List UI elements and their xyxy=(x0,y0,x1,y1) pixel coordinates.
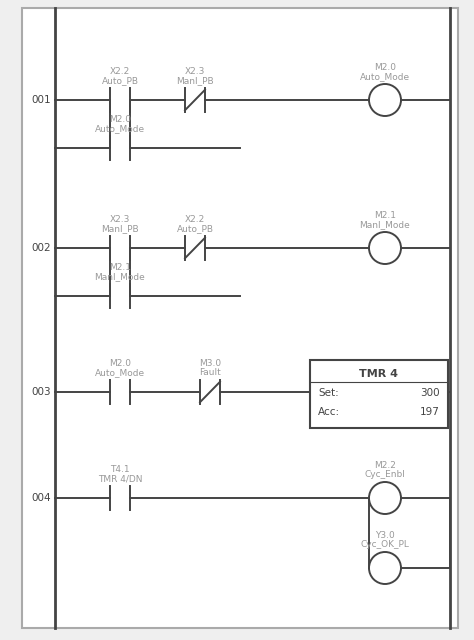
Text: 001: 001 xyxy=(31,95,51,105)
Text: Manl_PB: Manl_PB xyxy=(176,76,214,85)
Text: TMR 4: TMR 4 xyxy=(359,369,399,379)
Text: T4.1: T4.1 xyxy=(110,465,130,474)
Text: M2.1: M2.1 xyxy=(374,211,396,220)
Text: Acc:: Acc: xyxy=(318,407,340,417)
Text: 003: 003 xyxy=(31,387,51,397)
Text: Auto_Mode: Auto_Mode xyxy=(95,124,145,133)
Text: 300: 300 xyxy=(420,388,440,398)
Text: Auto_PB: Auto_PB xyxy=(176,224,213,233)
Text: TMR 4/DN: TMR 4/DN xyxy=(98,474,142,483)
Text: Auto_Mode: Auto_Mode xyxy=(360,72,410,81)
Text: M2.0: M2.0 xyxy=(109,115,131,124)
Text: M2.0: M2.0 xyxy=(109,359,131,368)
Text: Auto_PB: Auto_PB xyxy=(101,76,138,85)
Text: Set:: Set: xyxy=(318,388,339,398)
Text: 002: 002 xyxy=(31,243,51,253)
Text: M2.1: M2.1 xyxy=(109,263,131,272)
Bar xyxy=(310,360,448,428)
Text: Cyc_Enbl: Cyc_Enbl xyxy=(365,470,405,479)
Text: X2.3: X2.3 xyxy=(185,67,205,76)
Text: Auto_Mode: Auto_Mode xyxy=(95,368,145,377)
Text: M3.0: M3.0 xyxy=(199,359,221,368)
Text: Cyc_OK_PL: Cyc_OK_PL xyxy=(361,540,410,549)
Text: 197: 197 xyxy=(420,407,440,417)
Text: Manl_PB: Manl_PB xyxy=(101,224,139,233)
Text: X2.2: X2.2 xyxy=(185,215,205,224)
Text: X2.2: X2.2 xyxy=(110,67,130,76)
Text: M2.0: M2.0 xyxy=(374,63,396,72)
Text: X2.3: X2.3 xyxy=(110,215,130,224)
Text: Fault: Fault xyxy=(199,368,221,377)
Text: 004: 004 xyxy=(31,493,51,503)
Text: Y3.0: Y3.0 xyxy=(375,531,395,540)
Text: M2.2: M2.2 xyxy=(374,461,396,470)
Text: Manl_Mode: Manl_Mode xyxy=(95,272,146,281)
Text: Manl_Mode: Manl_Mode xyxy=(360,220,410,229)
